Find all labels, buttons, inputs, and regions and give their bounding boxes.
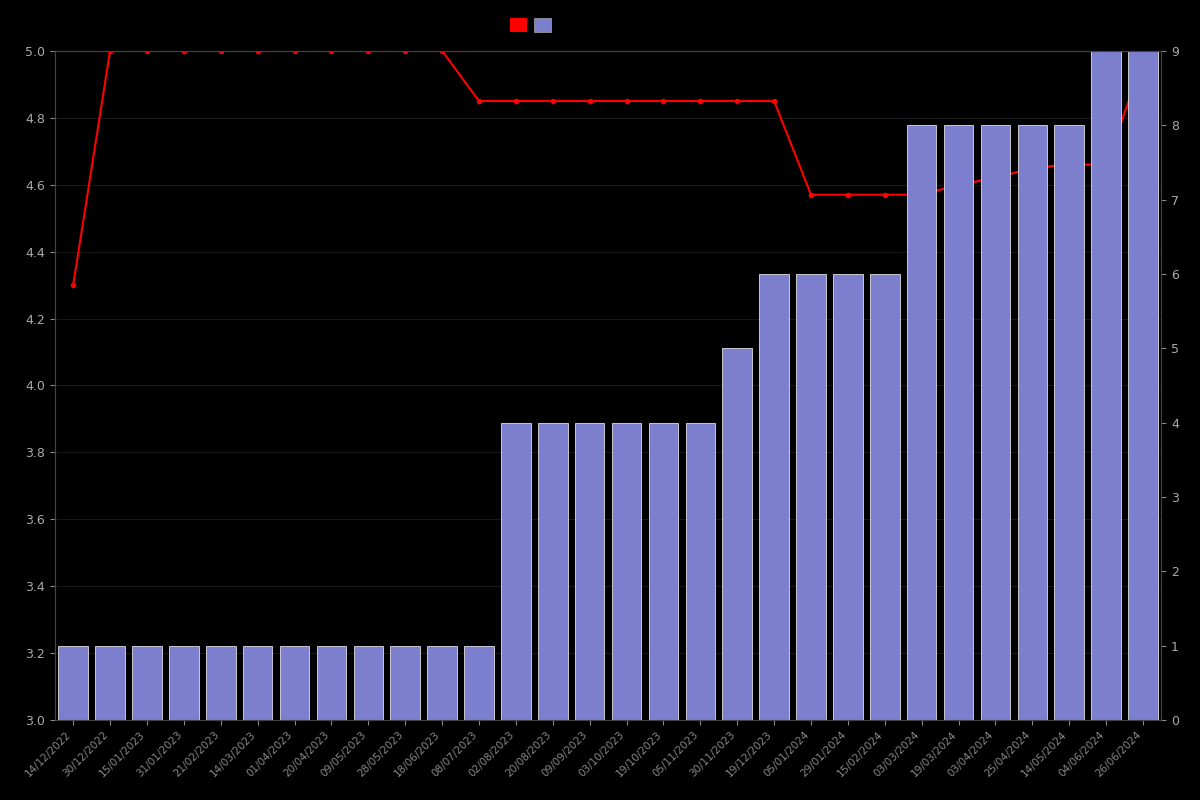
Bar	[464, 646, 493, 720]
Bar	[206, 646, 235, 720]
Bar	[427, 646, 457, 720]
Bar	[242, 646, 272, 720]
Bar	[1128, 51, 1158, 720]
Bar	[280, 646, 310, 720]
Bar	[760, 274, 788, 720]
Bar	[1091, 51, 1121, 720]
Bar	[95, 646, 125, 720]
Bar	[59, 646, 88, 720]
Bar	[907, 126, 936, 720]
Bar	[390, 646, 420, 720]
Bar	[132, 646, 162, 720]
Bar	[980, 126, 1010, 720]
Bar	[797, 274, 826, 720]
Bar	[575, 422, 605, 720]
Bar	[538, 422, 568, 720]
Bar	[685, 422, 715, 720]
Bar	[354, 646, 383, 720]
Bar	[612, 422, 641, 720]
Bar	[943, 126, 973, 720]
Bar	[502, 422, 530, 720]
Bar	[1018, 126, 1048, 720]
Bar	[870, 274, 900, 720]
Legend: , : ,	[510, 18, 551, 33]
Bar	[1055, 126, 1084, 720]
Bar	[169, 646, 199, 720]
Bar	[317, 646, 346, 720]
Bar	[833, 274, 863, 720]
Bar	[649, 422, 678, 720]
Bar	[722, 348, 752, 720]
